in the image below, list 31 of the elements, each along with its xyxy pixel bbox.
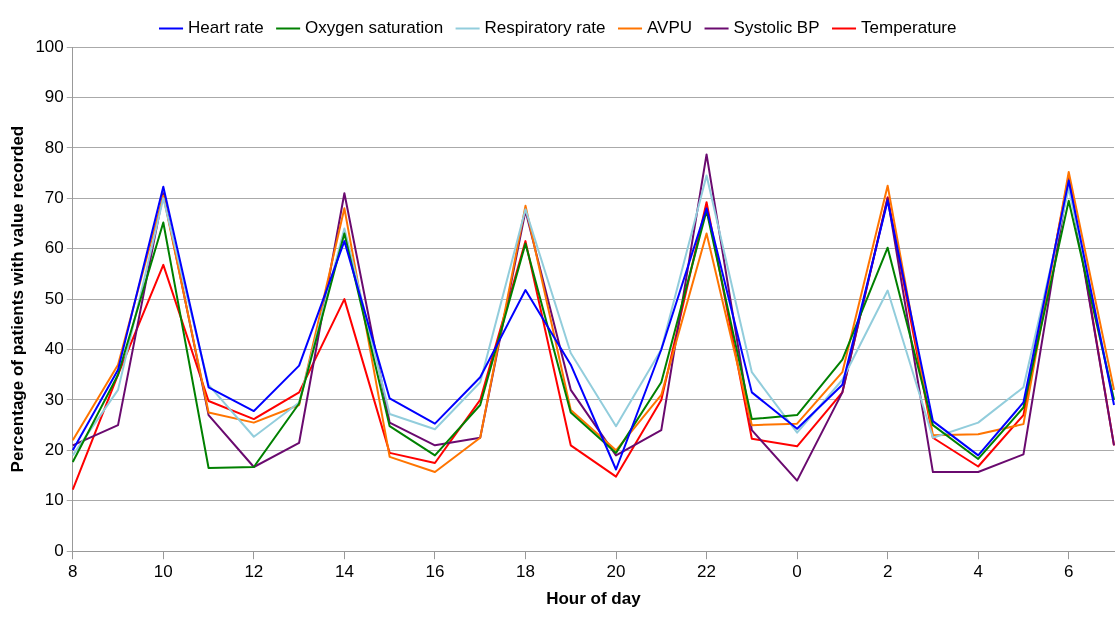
x-tick-label: 0 [792, 562, 802, 582]
legend-label: Systolic BP [733, 18, 820, 38]
y-tick-label: 90 [44, 87, 64, 107]
legend-label: Heart rate [188, 18, 264, 38]
y-tick-label: 70 [44, 187, 64, 207]
x-tick-label: 14 [334, 562, 354, 582]
x-tick-label: 18 [516, 562, 535, 582]
legend-label: Respiratory rate [484, 18, 606, 38]
x-axis-title: Hour of day [546, 589, 642, 609]
x-tick-label: 2 [882, 562, 893, 582]
y-tick-label: 60 [44, 238, 64, 258]
legend-label: AVPU [647, 18, 693, 38]
y-tick-label: 30 [44, 389, 64, 409]
y-tick-label: 40 [44, 339, 64, 359]
x-tick-label: 4 [973, 562, 983, 582]
x-tick-label: 10 [153, 562, 173, 582]
legend-label: Oxygen saturation [305, 18, 444, 38]
legend-label: Temperature [861, 18, 957, 38]
y-tick-label: 80 [44, 137, 64, 157]
x-tick-label: 20 [606, 562, 626, 582]
x-tick-label: 6 [1063, 562, 1074, 582]
x-tick-label: 16 [425, 562, 445, 582]
y-tick-label: 0 [54, 540, 64, 560]
y-axis-title: Percentage of patients with value recorded [7, 125, 27, 473]
y-tick-label: 100 [35, 36, 64, 56]
y-tick-label: 10 [44, 490, 64, 510]
x-tick-label: 12 [244, 562, 264, 582]
y-tick-label: 50 [44, 288, 64, 308]
x-tick-label: 8 [68, 562, 78, 582]
x-tick-label: 22 [697, 562, 717, 582]
y-tick-label: 20 [44, 440, 64, 460]
